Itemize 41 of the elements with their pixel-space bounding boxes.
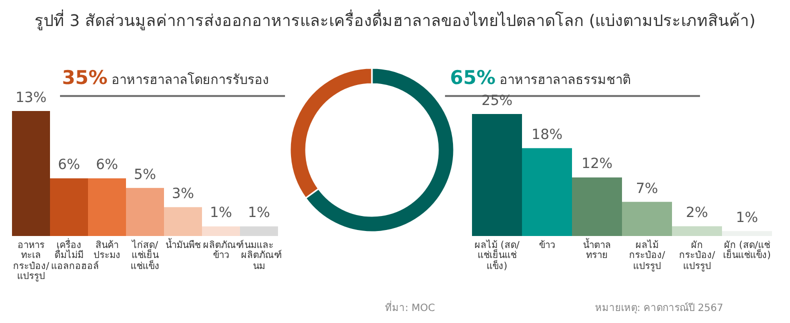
- bar: [722, 231, 772, 236]
- bar: [472, 114, 522, 236]
- data-label: 12%: [580, 156, 614, 173]
- x-tick-label: ผัก (สด/แช่เย็นแช่แข็ง): [723, 240, 771, 262]
- x-tick-label: ผักกระป๋อง/แปรรูป: [678, 240, 716, 272]
- bar: [672, 226, 722, 236]
- data-label: 1%: [734, 210, 760, 226]
- x-tick-label: ผลไม้กระป๋อง/แปรรูป: [628, 240, 666, 272]
- bar: [126, 188, 164, 236]
- bar: [164, 207, 202, 236]
- x-tick-label: ไก่สด/แช่เย็นแช่แข็ง: [130, 240, 160, 272]
- data-label: 2%: [684, 205, 710, 222]
- x-tick-label: น้ำตาลทราย: [582, 240, 612, 262]
- bar: [522, 148, 572, 236]
- bar: [202, 226, 240, 236]
- data-label: 5%: [134, 166, 156, 183]
- x-tick-label: อาหารทะเลกระป๋อง/แปรรูป: [13, 240, 50, 283]
- x-tick-label: ผลไม้ (สด/แช่เย็นแช่แข็ง): [474, 240, 520, 272]
- x-tick-label: ข้าว: [538, 240, 556, 252]
- x-tick-label: สินค้าประมง: [94, 240, 122, 262]
- bar: [572, 177, 622, 236]
- data-label: 6%: [96, 157, 118, 174]
- bar: [622, 202, 672, 236]
- data-label: 13%: [14, 90, 48, 106]
- data-label: 3%: [170, 186, 196, 202]
- data-label: 18%: [530, 127, 564, 144]
- bar: [50, 178, 88, 236]
- data-label: 1%: [210, 205, 232, 222]
- text: รูปที่ 3 สัดส่วนมูลค่าการส่งออกอาหารและเครื่องดื่มฮาลาลของไทยไปตลาดโลก (แบ่งตามประเภทสินค้า): [34, 11, 756, 30]
- chart-subtitle: 35% อาหารฮาลาลโดยการรับรอง: [62, 67, 269, 89]
- bar: [240, 226, 278, 236]
- bar: [88, 178, 126, 236]
- chart-title: 65% อาหารฮาลาลธรรมชาติ: [450, 67, 631, 89]
- data-label: 7%: [634, 180, 660, 197]
- bar: [12, 111, 50, 236]
- data-label: 25%: [480, 93, 514, 110]
- x-tick-label: น้ำมันพืช: [165, 240, 201, 252]
- data-label: 6%: [58, 157, 80, 174]
- text: ที่มา: MOC: [385, 303, 436, 314]
- data-label: 1%: [248, 205, 270, 222]
- text: หมายเหตุ: คาดการณ์ปี 2567: [595, 303, 724, 314]
